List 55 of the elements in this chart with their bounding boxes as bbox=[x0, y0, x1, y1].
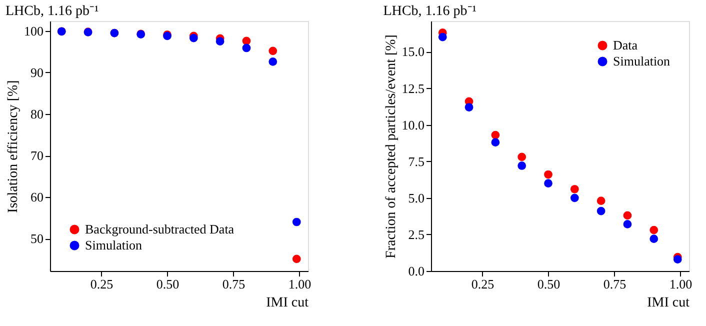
x-tick-label: 0.50 bbox=[537, 276, 560, 292]
point bbox=[623, 211, 632, 220]
point bbox=[650, 234, 658, 244]
x-axis-title: IMI cut bbox=[266, 296, 309, 310]
point bbox=[544, 179, 552, 188]
y-tick-label: 7.5 bbox=[408, 154, 424, 169]
point bbox=[544, 170, 552, 179]
chart-title: LHCb, 1.16 pb⁻¹ bbox=[6, 4, 99, 19]
y-tick-label: 15.0 bbox=[402, 44, 424, 60]
x-tick-label: 1.00 bbox=[669, 276, 692, 292]
legend-label: Background-subtracted Data bbox=[85, 222, 234, 236]
point bbox=[242, 44, 251, 52]
point bbox=[268, 58, 278, 66]
x-tick-label: 0.25 bbox=[90, 276, 114, 292]
y-tick-label: 70 bbox=[30, 148, 44, 164]
point bbox=[570, 194, 579, 202]
y-axis-title: Fraction of accepted particles/event [%] bbox=[384, 34, 399, 258]
legend-label: Data bbox=[613, 38, 638, 52]
y-tick-label: 10.0 bbox=[402, 117, 424, 132]
point bbox=[623, 220, 632, 228]
point bbox=[673, 255, 682, 264]
point bbox=[518, 152, 526, 162]
y-tick-label: 12.5 bbox=[402, 80, 424, 96]
x-tick-label: 1.00 bbox=[288, 276, 312, 292]
legend-label: Simulation bbox=[613, 54, 671, 68]
x-tick-label: 0.75 bbox=[603, 276, 626, 292]
point bbox=[518, 162, 526, 170]
y-tick-label: 50 bbox=[30, 231, 44, 246]
y-tick-label: 100 bbox=[24, 23, 44, 38]
point bbox=[292, 218, 301, 226]
y-tick-label: 90 bbox=[30, 64, 44, 80]
y-tick-label: 60 bbox=[30, 190, 44, 205]
point bbox=[216, 37, 224, 46]
chart-title: LHCb, 1.16 pb⁻¹ bbox=[383, 4, 476, 19]
point bbox=[464, 103, 474, 112]
point bbox=[570, 184, 579, 194]
legend-label: Simulation bbox=[85, 238, 143, 252]
point bbox=[491, 130, 500, 140]
point bbox=[596, 206, 606, 216]
point bbox=[268, 46, 278, 56]
y-tick-label: 5.0 bbox=[408, 190, 424, 206]
x-tick-label: 0.25 bbox=[471, 276, 494, 292]
y-tick-label: 2.5 bbox=[408, 226, 424, 242]
point bbox=[596, 196, 606, 205]
point bbox=[438, 32, 447, 42]
x-tick-label: 0.50 bbox=[156, 276, 180, 292]
y-axis-title: Isolation efficiency [%] bbox=[6, 80, 21, 213]
point bbox=[491, 138, 500, 147]
point bbox=[292, 254, 301, 264]
point bbox=[242, 36, 251, 46]
x-axis-title: IMI cut bbox=[647, 296, 690, 310]
y-tick-label: 0.0 bbox=[408, 264, 424, 278]
point bbox=[650, 226, 658, 234]
y-tick-label: 80 bbox=[30, 106, 44, 122]
x-tick-label: 0.75 bbox=[222, 276, 246, 292]
